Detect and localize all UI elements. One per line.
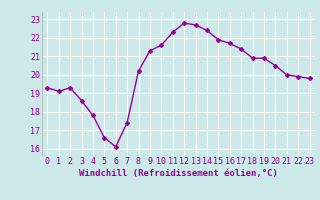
X-axis label: Windchill (Refroidissement éolien,°C): Windchill (Refroidissement éolien,°C) [79,169,278,178]
